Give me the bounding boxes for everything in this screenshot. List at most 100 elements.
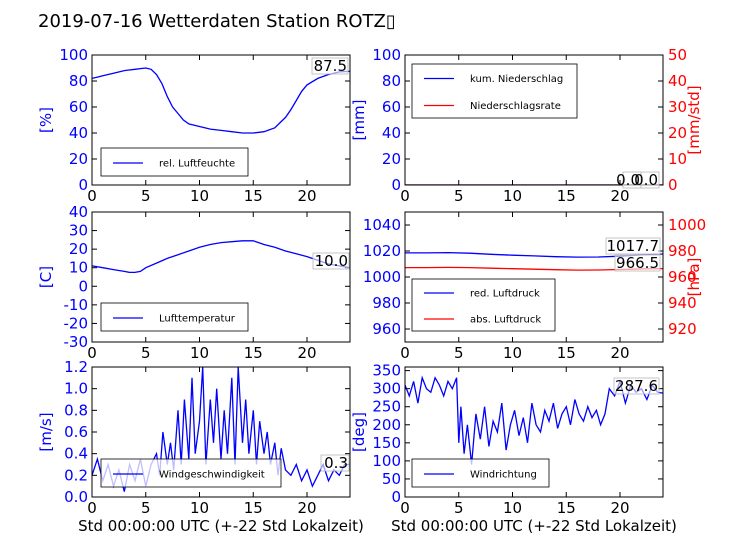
- x-tick-label: 10: [190, 344, 209, 362]
- legend-box: [411, 458, 550, 488]
- legend-pressure: red. Luftdruck abs. Luftdruck: [411, 278, 556, 332]
- x-tick-label: 0: [87, 187, 97, 205]
- y-tick-label: 20: [69, 240, 88, 258]
- y2-tick-label: 20: [668, 124, 687, 142]
- axes-frame-wind-direction: [404, 366, 664, 498]
- y-axis-label: [%]: [37, 107, 55, 133]
- y-tick-label: 80: [382, 72, 401, 90]
- x-tick-label: 15: [244, 344, 263, 362]
- y2-tick-label: 0: [668, 176, 678, 194]
- x-tick-label: 5: [454, 499, 464, 517]
- last-value-label: 1017.7: [607, 237, 660, 255]
- y-tick-label: 50: [382, 470, 401, 488]
- last-value-label: 966.5: [616, 254, 659, 272]
- y-axis-label: [m/s]: [37, 412, 55, 451]
- y-tick-label: 100: [372, 46, 401, 64]
- y2-tick-label: 50: [668, 46, 687, 64]
- y-tick-label: 40: [69, 203, 88, 221]
- last-value-label: 0.0: [616, 171, 640, 189]
- legend-wind-speed: Windgeschwindigkeit: [100, 458, 282, 488]
- last-value-box: [614, 254, 661, 272]
- axes-frame-humidity: [91, 54, 351, 186]
- last-value-label: 10.0: [315, 252, 348, 270]
- y-tick-label: 0.6: [64, 423, 88, 441]
- x-tick-label: 10: [503, 187, 522, 205]
- legend-humidity: rel. Luftfeuchte: [100, 147, 249, 177]
- y-tick-label: 0.8: [64, 401, 88, 419]
- x-tick-label: 20: [297, 187, 316, 205]
- y-tick-label: 0.4: [64, 445, 88, 463]
- y2-tick-label: 980: [668, 242, 697, 260]
- legend-precip: kum. Niederschlag Niederschlagsrate: [411, 63, 578, 119]
- legend-label: kum. Niederschlag: [470, 74, 563, 85]
- y-tick-label: 20: [69, 150, 88, 168]
- x-tick-label: 5: [454, 187, 464, 205]
- y-tick-label: 10: [69, 259, 88, 277]
- legend-wind-direction: Windrichtung: [411, 458, 550, 488]
- x-tick-label: 15: [557, 344, 576, 362]
- legend-label: Niederschlagsrate: [470, 101, 561, 112]
- y2-tick-label: 40: [668, 72, 687, 90]
- y-tick-label: 0.0: [64, 488, 88, 506]
- series-line-humidity-0: [92, 67, 350, 134]
- y2-tick-label: 920: [668, 320, 697, 338]
- series-line-wind-direction-0: [405, 375, 663, 465]
- y-tick-label: 100: [59, 46, 88, 64]
- legend-box: [411, 278, 556, 332]
- y2-tick-label: 1000: [668, 216, 706, 234]
- y-tick-label: 60: [382, 98, 401, 116]
- x-axis-label: Std 00:00:00 UTC (+-22 Std Lokalzeit): [391, 517, 677, 535]
- y-tick-label: 350: [372, 362, 401, 380]
- panel-pressure: 0 5 10 15 20 960 980 1000 1020 1040 920 940 960 980 10…: [363, 211, 706, 362]
- legend-box: [100, 147, 249, 177]
- panel-precip: 0 5 10 15 20 0 20 40 60 80 100 0 10 20 30 40 50 [mm/std] […: [350, 46, 703, 205]
- last-value-box: [613, 377, 660, 395]
- last-value-box: [311, 57, 349, 75]
- x-tick-label: 20: [610, 499, 629, 517]
- y-tick-label: 150: [372, 434, 401, 452]
- panel-humidity: 0 5 10 15 20 0 20 40 60 80 100 [%] rel. Luftfeuchte 8…: [37, 46, 351, 205]
- axes-frame-temperature: [91, 211, 351, 343]
- y-tick-label: 100: [372, 452, 401, 470]
- legend-label: Windgeschwindigkeit: [159, 470, 265, 481]
- panel-temperature: 0 5 10 15 20-30-20-10010203040[C]Lufttempera…: [37, 203, 351, 362]
- axes-frame-precip: [404, 54, 664, 186]
- y-tick-label: -30: [64, 333, 89, 351]
- last-value-label: 0.3: [324, 454, 348, 472]
- figure-title: 2019-07-16 Wetterdaten Station ROTZ▯: [38, 11, 396, 32]
- y-tick-label: 1.2: [64, 358, 88, 376]
- x-tick-label: 10: [190, 187, 209, 205]
- x-tick-label: 15: [557, 187, 576, 205]
- legend-box: [100, 458, 282, 488]
- x-axis-label: Std 00:00:00 UTC (+-22 Std Lokalzeit): [78, 517, 364, 535]
- x-tick-label: 15: [244, 499, 263, 517]
- legend-label: Lufttemperatur: [159, 314, 236, 325]
- y-tick-label: 40: [382, 124, 401, 142]
- x-tick-label: 20: [297, 344, 316, 362]
- x-tick-label: 15: [244, 187, 263, 205]
- y-tick-label: 1040: [363, 216, 401, 234]
- y-tick-label: 200: [372, 416, 401, 434]
- y2-tick-label: 30: [668, 98, 687, 116]
- y-tick-label: 30: [69, 222, 88, 240]
- y-tick-label: 1000: [363, 268, 401, 286]
- x-tick-label: 0: [400, 344, 410, 362]
- y-tick-label: -10: [64, 296, 89, 314]
- legend-temperature: Lufttemperatur: [100, 302, 249, 332]
- panel-wind-speed: 0 5 10 15 20 0.0 0.2 0.4 0.6 0.8 1.0 1.2 [m/s] Std 00…: [37, 358, 364, 535]
- y2-tick-label: 940: [668, 294, 697, 312]
- y-axis-label: [deg]: [350, 412, 368, 452]
- legend-label: abs. Luftdruck: [470, 315, 541, 326]
- y-axis-label: [mm]: [350, 100, 368, 141]
- x-tick-label: 20: [610, 344, 629, 362]
- y2-tick-label: 10: [668, 150, 687, 168]
- y2-axis-label: [hPa]: [685, 258, 703, 297]
- y-tick-label: 0.2: [64, 466, 88, 484]
- last-value-box: [320, 454, 350, 472]
- y-axis-label: [C]: [37, 266, 55, 288]
- x-tick-label: 5: [141, 344, 151, 362]
- last-value-label: 87.5: [314, 57, 347, 75]
- x-tick-label: 0: [87, 344, 97, 362]
